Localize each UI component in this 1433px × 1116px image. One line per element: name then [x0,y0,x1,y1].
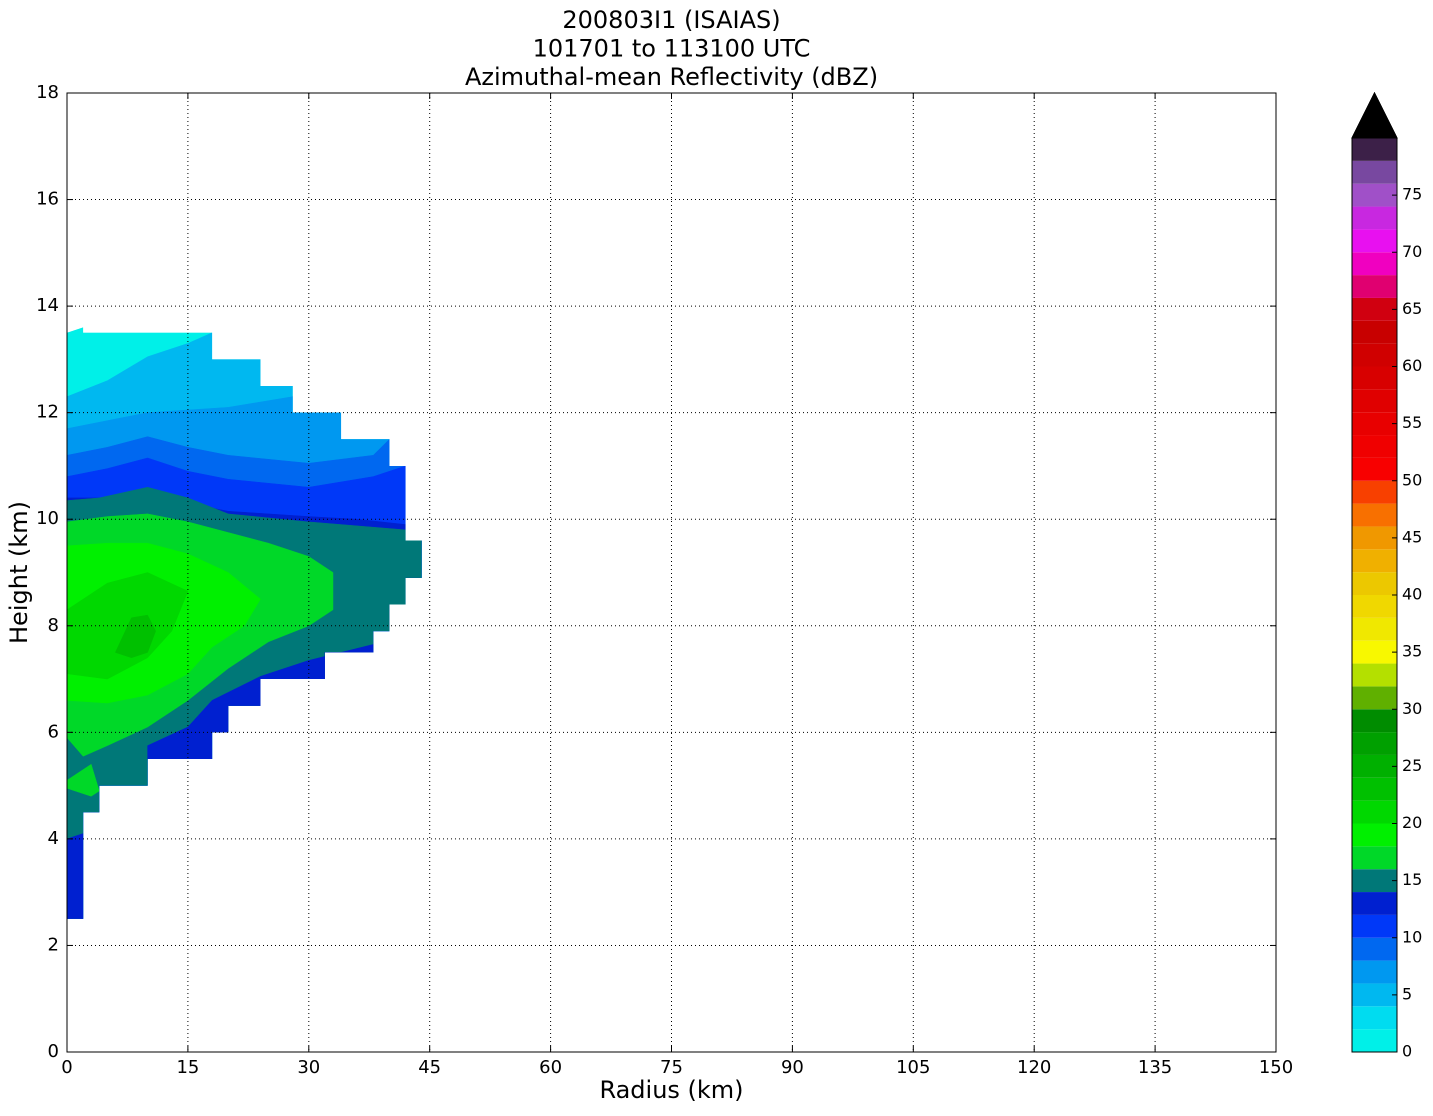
colorbar-box [1352,480,1397,504]
colorbar-box [1352,777,1397,801]
colorbar-tick-label: 40 [1402,585,1422,604]
colorbar-box [1352,457,1397,481]
colorbar-box [1352,846,1397,870]
colorbar-box [1352,823,1397,847]
y-tick-label: 10 [36,508,59,529]
colorbar-tick-label: 5 [1402,984,1412,1003]
colorbar-box [1352,138,1397,161]
colorbar-box [1352,572,1397,595]
contour-region [147,644,374,760]
colorbar-box [1352,503,1397,527]
y-axis-label: Height (km) [5,501,33,644]
colorbar-box [1352,800,1397,824]
colorbar-box [1352,252,1397,276]
colorbar-box [1352,617,1397,641]
contour-layer [67,327,422,919]
colorbar-box [1352,640,1397,664]
colorbar-box [1352,1029,1397,1052]
colorbar-tick-label: 50 [1402,470,1422,489]
colorbar-tick-label: 25 [1402,756,1422,775]
colorbar-box [1352,709,1397,733]
colorbar-box [1352,937,1397,961]
chart-title: 101701 to 113100 UTC [533,35,811,63]
colorbar-box [1352,320,1397,344]
colorbar-tick-label: 60 [1402,356,1422,375]
colorbar-box [1352,595,1397,618]
x-tick-label: 120 [1017,1057,1051,1078]
colorbar-tick-label: 10 [1402,927,1422,946]
x-tick-label: 90 [781,1057,804,1078]
y-tick-label: 18 [36,82,59,103]
colorbar-box [1352,206,1397,230]
colorbar-tick-label: 20 [1402,813,1422,832]
colorbar-box [1352,229,1397,253]
colorbar-frame [1351,91,1398,1053]
colorbar-box [1352,412,1397,436]
x-tick-label: 135 [1138,1057,1172,1078]
colorbar-box [1352,869,1397,893]
colorbar-box [1352,526,1397,550]
colorbar-box [1352,160,1397,184]
colorbar-box [1352,389,1397,413]
x-axis-label: Radius (km) [599,1076,743,1104]
colorbar-box [1352,686,1397,710]
y-tick-label: 4 [48,828,59,849]
colorbar-tick-label: 55 [1402,413,1422,432]
x-tick-label: 0 [61,1057,72,1078]
contour-region [115,614,156,659]
colorbar-box [1352,366,1397,390]
colorbar-tick-label: 75 [1402,185,1422,204]
y-tick-label: 2 [48,934,59,955]
colorbar-box [1352,914,1397,938]
colorbar-box [1352,754,1397,778]
colorbar-box [1352,549,1397,573]
y-tick-label: 16 [36,189,59,210]
colorbar-box [1352,183,1397,207]
colorbar-box [1352,983,1397,1007]
x-tick-label: 30 [297,1057,320,1078]
colorbar-tick-label: 35 [1402,642,1422,661]
y-tick-label: 0 [48,1041,59,1062]
x-tick-label: 150 [1259,1057,1293,1078]
colorbar-box [1352,275,1397,298]
chart-title: Azimuthal-mean Reflectivity (dBZ) [465,63,878,91]
y-tick-label: 6 [48,721,59,742]
colorbar-tick-label: 70 [1402,242,1422,261]
contour-region [67,833,84,919]
colorbar-box [1352,663,1397,687]
colorbar-box [1352,297,1397,321]
y-tick-label: 14 [36,295,59,316]
x-tick-label: 75 [660,1057,683,1078]
x-tick-label: 105 [896,1057,930,1078]
colorbar-tick-label: 45 [1402,527,1422,546]
colorbar-tick-label: 15 [1402,870,1422,889]
x-tick-label: 60 [539,1057,562,1078]
contour-region [67,763,100,797]
plot-frame [66,92,1277,1053]
colorbar-box [1352,435,1397,458]
x-tick-label: 45 [418,1057,441,1078]
x-tick-label: 15 [176,1057,199,1078]
colorbar-box [1352,343,1397,367]
chart-title: 200803I1 (ISAIAS) [562,6,780,34]
colorbar-box [1352,892,1397,915]
colorbar-box [1352,732,1397,755]
colorbar-box [1352,1006,1397,1030]
colorbar-tick-label: 30 [1402,699,1422,718]
colorbar-tick-label: 65 [1402,299,1422,318]
colorbar-extend [1351,91,1398,139]
y-tick-label: 8 [48,615,59,636]
y-tick-label: 12 [36,402,59,423]
colorbar-tick-label: 0 [1402,1042,1412,1061]
colorbar-box [1352,960,1397,984]
